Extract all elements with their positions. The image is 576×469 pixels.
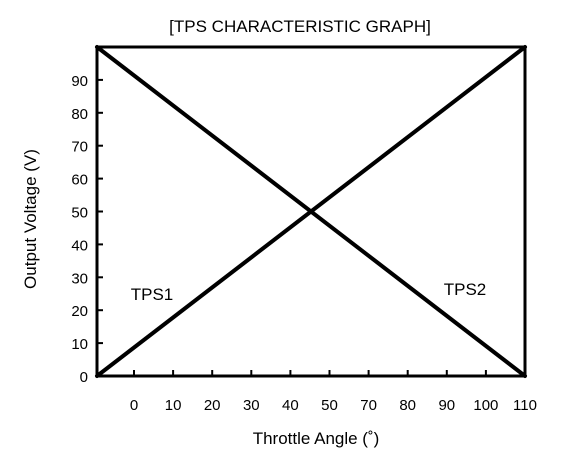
x-tick-label: 110 — [513, 397, 537, 414]
x-tick-label: 100 — [473, 397, 498, 414]
x-tick-label: 20 — [204, 397, 221, 414]
series-line-tps2 — [95, 45, 527, 378]
y-tick-label: 20 — [71, 303, 88, 320]
y-tick-label: 70 — [71, 139, 88, 156]
y-tick-label: 90 — [71, 73, 88, 90]
x-tick-label: 40 — [282, 397, 299, 414]
x-tick-label: 10 — [165, 397, 182, 414]
y-tick-label: 50 — [71, 205, 88, 222]
series-label-tps2: TPS2 — [444, 280, 487, 299]
y-tick-label: 0 — [80, 369, 88, 386]
x-tick-label: 70 — [360, 397, 377, 414]
y-tick-label: 30 — [71, 270, 88, 287]
x-tick-label: 50 — [321, 397, 338, 414]
y-tick-label: 80 — [71, 106, 88, 123]
y-tick-label: 60 — [71, 172, 88, 189]
series-lines — [95, 45, 527, 378]
y-axis: 0 10 20 30 40 50 60 70 80 90 — [71, 73, 103, 386]
x-axis: 0 10 20 30 40 50 70 80 90 100 110 — [130, 370, 537, 414]
series-label-tps1: TPS1 — [131, 285, 174, 304]
y-tick-label: 40 — [71, 237, 88, 254]
x-tick-label: 80 — [399, 397, 416, 414]
x-tick-label: 0 — [130, 397, 138, 414]
y-axis-label: Output Voltage (V) — [21, 149, 40, 289]
chart-title: [TPS CHARACTERISTIC GRAPH] — [169, 17, 431, 36]
x-tick-label: 90 — [438, 397, 455, 414]
y-tick-label: 10 — [71, 336, 88, 353]
x-tick-label: 30 — [243, 397, 260, 414]
x-axis-label: Throttle Angle (˚) — [253, 429, 380, 448]
